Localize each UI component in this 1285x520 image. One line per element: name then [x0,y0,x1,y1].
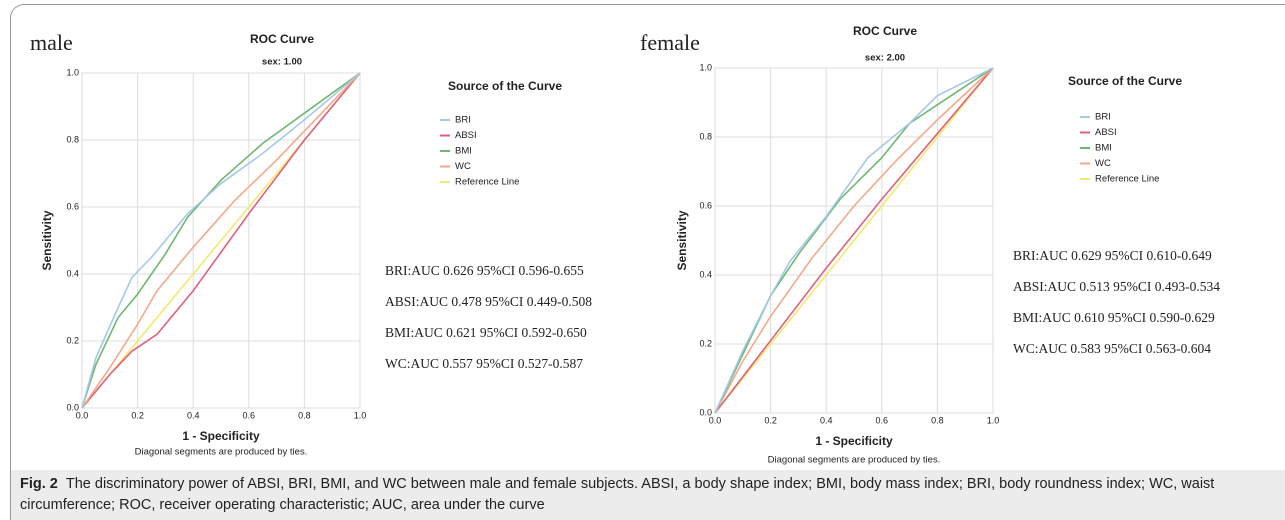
chart-title: ROC Curve [853,24,917,38]
x-tick-label: 0.4 [187,410,200,420]
chart-title: ROC Curve [250,32,314,46]
legend-label: Reference Line [1095,174,1159,185]
x-tick-label: 0.6 [876,415,889,425]
legend-title: Source of the Curve [1067,74,1183,88]
roc-line [714,67,994,414]
roc-line [714,67,994,414]
auc-annotation: BMI:AUC 0.610 95%CI 0.590-0.629 [1013,310,1215,325]
roc-line [714,67,994,414]
chart-subtitle: sex: 2.00 [865,53,905,64]
y-tick-label: 1.0 [699,62,712,72]
y-tick-label: 0.0 [699,407,712,417]
auc-annotation: ABSI:AUC 0.478 95%CI 0.449-0.508 [385,294,592,309]
x-tick-label: 0.4 [820,415,833,425]
x-tick-label: 0.2 [764,415,777,425]
x-axis-label: 1 - Specificity [182,429,260,443]
roc-line [81,72,361,409]
auc-annotation: BRI:AUC 0.626 95%CI 0.596-0.655 [385,263,584,278]
legend-label: BMI [455,146,472,157]
auc-annotation: WC:AUC 0.557 95%CI 0.527-0.587 [385,356,583,371]
caption-text: The discriminatory power of ABSI, BRI, B… [20,476,1215,513]
note: Diagonal segments are produced by ties. [768,455,941,466]
legend-label: BMI [1095,143,1112,154]
legend-label: ABSI [1095,127,1117,138]
x-tick-label: 0.0 [76,410,89,420]
chart: male ROC Curve sex: 1.00 0.0 0.2 0.4 0.6 0.8 1.0… [30,24,1220,466]
y-tick-label: 0.6 [66,201,79,211]
auc-annotation: WC:AUC 0.583 95%CI 0.563-0.604 [1013,341,1211,356]
y-tick-label: 0.4 [699,269,712,279]
x-tick-label: 0.8 [931,415,944,425]
y-axis-label: Sensitivity [675,210,689,270]
y-axis-label: Sensitivity [40,210,54,270]
figure-frame [10,4,1285,520]
y-tick-label: 1.0 [66,67,79,77]
caption-label: Fig. 2 [20,476,58,492]
chart-subtitle: sex: 1.00 [262,57,302,68]
auc-annotation: ABSI:AUC 0.513 95%CI 0.493-0.534 [1013,279,1220,294]
roc-line [81,72,361,409]
y-tick-label: 0.0 [66,402,79,412]
x-tick-label: 1.0 [354,410,367,420]
y-tick-label: 0.6 [699,200,712,210]
x-tick-label: 0.0 [709,415,722,425]
x-tick-label: 1.0 [987,415,1000,425]
y-tick-label: 0.2 [66,335,79,345]
legend-label: BRI [1095,112,1111,123]
caption-background [11,470,1285,520]
x-tick-label: 0.2 [131,410,144,420]
roc-line [714,67,994,414]
caption: Fig. 2 The discriminatory power of ABSI, … [20,474,1275,516]
legend-label: Reference Line [455,177,519,188]
auc-annotation: BMI:AUC 0.621 95%CI 0.592-0.650 [385,325,587,340]
roc-line [81,72,361,409]
y-tick-label: 0.2 [699,338,712,348]
note: Diagonal segments are produced by ties. [135,447,308,458]
legend-label: ABSI [455,130,477,141]
x-tick-label: 0.8 [298,410,311,420]
panel-label: male [30,30,73,55]
auc-annotation: BRI:AUC 0.629 95%CI 0.610-0.649 [1013,248,1212,263]
y-tick-label: 0.8 [66,134,79,144]
legend-label: WC [1095,158,1111,169]
x-axis-label: 1 - Specificity [815,434,893,448]
roc-line [81,72,361,409]
legend-label: BRI [455,115,471,126]
legend-label: WC [455,161,471,172]
y-tick-label: 0.4 [66,268,79,278]
legend-title: Source of the Curve [447,79,563,93]
roc-line [714,67,994,414]
panel-label: female [640,30,700,55]
y-tick-label: 0.8 [699,131,712,141]
x-tick-label: 0.6 [243,410,256,420]
